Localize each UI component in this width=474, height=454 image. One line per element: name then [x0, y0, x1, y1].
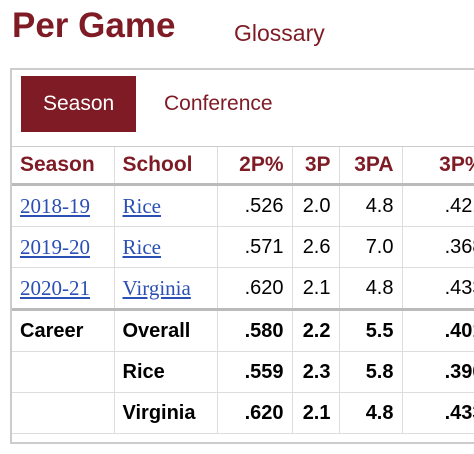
stat-cell: 2.1 — [292, 392, 340, 434]
stat-cell: .580 — [217, 308, 293, 352]
tab-conference[interactable]: Conference — [164, 92, 273, 115]
school-cell: Virginia — [114, 267, 218, 310]
school-cell: Virginia — [114, 392, 218, 434]
glossary-link[interactable]: Glossary — [234, 20, 325, 46]
season-label: Career — [20, 319, 84, 342]
stat-cell: 2.0 — [292, 184, 340, 227]
school-label: Overall — [122, 319, 191, 342]
stat-cell: .433 — [402, 267, 474, 310]
stat-cell: .620 — [217, 392, 293, 434]
school-cell: Rice — [114, 226, 218, 268]
stat-cell: .368 — [402, 226, 474, 268]
season-cell: 2018-19 — [12, 184, 115, 227]
school-link[interactable]: Rice — [122, 234, 161, 259]
stat-cell: 7.0 — [339, 226, 403, 268]
school-link[interactable]: Rice — [122, 193, 161, 218]
school-cell: Rice — [114, 184, 218, 227]
stat-cell: 2.6 — [292, 226, 340, 268]
page-title: Per Game — [12, 6, 176, 45]
stat-cell: .559 — [217, 351, 293, 393]
season-cell: 2019-20 — [12, 226, 115, 268]
stat-cell: 4.8 — [339, 184, 403, 227]
stat-cell: 2.1 — [292, 267, 340, 310]
school-label: Virginia — [122, 401, 196, 424]
stat-cell: 5.5 — [339, 308, 403, 352]
stat-cell: 4.8 — [339, 267, 403, 310]
stat-cell: 2.3 — [292, 351, 340, 393]
tab-bar: Season Conference — [12, 70, 474, 147]
season-cell: Career — [12, 308, 115, 352]
stat-cell: .401 — [402, 308, 474, 352]
season-link[interactable]: 2020-21 — [20, 275, 90, 300]
school-cell: Overall — [114, 308, 218, 352]
stat-cell: 5.8 — [339, 351, 403, 393]
stat-cell: .526 — [217, 184, 293, 227]
school-cell: Rice — [114, 351, 218, 393]
stat-cell: 2.2 — [292, 308, 340, 352]
school-link[interactable]: Virginia — [122, 275, 191, 300]
stat-cell: 4.8 — [339, 392, 403, 434]
stat-cell: .433 — [402, 392, 474, 434]
stat-cell: .620 — [217, 267, 293, 310]
tab-season[interactable]: Season — [21, 76, 137, 132]
stat-cell: .390 — [402, 351, 474, 393]
column-header[interactable]: 3PA — [339, 147, 403, 186]
stat-cell: .571 — [217, 226, 293, 268]
table-body: 2018-19Rice.5262.04.8.4212019-20Rice.571… — [12, 184, 474, 434]
column-header[interactable]: 3P% — [402, 147, 474, 186]
column-header[interactable]: 3P — [292, 147, 340, 186]
column-header[interactable]: 2P% — [217, 147, 293, 186]
season-link[interactable]: 2019-20 — [20, 234, 90, 259]
school-label: Rice — [122, 360, 165, 383]
stat-cell: .421 — [402, 184, 474, 227]
column-header[interactable]: School — [114, 147, 218, 186]
season-link[interactable]: 2018-19 — [20, 193, 90, 218]
column-header[interactable]: Season — [12, 147, 115, 186]
season-cell — [12, 392, 115, 434]
stats-panel: Season Conference Season School 2P% 3P 3PA 3P… — [10, 68, 474, 444]
season-cell: 2020-21 — [12, 267, 115, 310]
season-cell — [12, 351, 115, 393]
